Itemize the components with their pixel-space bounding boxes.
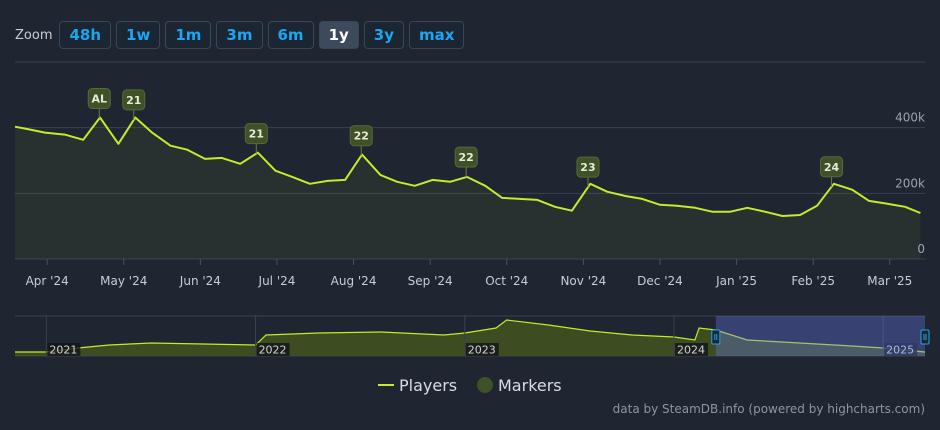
- x-tick-label: Feb '25: [791, 274, 835, 288]
- x-tick-label: Dec '24: [637, 274, 683, 288]
- handle-body: [920, 329, 930, 345]
- legend-label: Players: [399, 376, 457, 395]
- marker-box: [87, 88, 111, 110]
- marker-flag: 21: [244, 123, 268, 154]
- marker-flag: 22: [349, 125, 373, 156]
- zoom-label: Zoom: [15, 27, 53, 43]
- navigator-handle[interactable]: [920, 329, 930, 345]
- navigator-tick-label: 2025: [886, 344, 914, 357]
- marker-label: 22: [354, 130, 369, 143]
- x-tick-label: May '24: [100, 274, 147, 288]
- x-tick-label: Jan '25: [715, 274, 757, 288]
- y-tick-label: 0: [917, 242, 925, 256]
- marker-box: [820, 156, 844, 178]
- marker-flag: 23: [576, 156, 600, 188]
- y-tick-label: 400k: [895, 111, 925, 125]
- marker-label: 24: [824, 161, 840, 174]
- navigator-handle[interactable]: [711, 329, 721, 345]
- navigator-label-bg: [47, 343, 81, 356]
- marker-flag: 24: [820, 156, 844, 187]
- marker-box: [244, 123, 268, 145]
- marker-label: 21: [126, 94, 141, 107]
- legend-swatch: [477, 377, 493, 393]
- credit: data by SteamDB.info (powered by highcha…: [613, 402, 925, 416]
- x-tick-label: Apr '24: [26, 274, 69, 288]
- x-tick-label: Jun '24: [179, 274, 221, 288]
- navigator-tick-label: 2024: [677, 344, 705, 357]
- navigator-tick-label: 2022: [259, 344, 287, 357]
- navigator-tick-label: 2023: [468, 344, 496, 357]
- zoom-button[interactable]: 3y: [363, 21, 405, 49]
- zoom-button[interactable]: max: [409, 21, 465, 49]
- zoom-button[interactable]: 1w: [116, 21, 161, 49]
- navigator-label-bg: [465, 343, 499, 356]
- marker-box: [349, 125, 373, 147]
- marker-label: AL: [91, 93, 107, 106]
- zoom-button[interactable]: 3m: [216, 21, 263, 49]
- navigator-tick-label: 2021: [49, 344, 77, 357]
- marker-box: [576, 156, 600, 178]
- zoom-bar: Zoom 48h 1w 1m 3m 6m 1y 3y max: [15, 21, 465, 49]
- navigator-label-bg: [884, 343, 918, 356]
- x-tick-label: Nov '24: [560, 274, 606, 288]
- x-tick-label: Sep '24: [408, 274, 453, 288]
- x-tick-label: Oct '24: [485, 274, 528, 288]
- x-tick-label: Jul '24: [258, 274, 296, 288]
- navigator-selection: [715, 316, 925, 356]
- zoom-button[interactable]: 6m: [267, 21, 314, 49]
- marker-box: [454, 146, 478, 168]
- marker-box: [122, 89, 146, 111]
- marker-label: 21: [249, 128, 264, 141]
- legend-label: Markers: [498, 376, 562, 395]
- area-fill: [15, 117, 921, 259]
- navigator-label-bg: [674, 343, 708, 356]
- legend-item[interactable]: Players: [378, 376, 457, 395]
- marker-flag: 22: [454, 146, 478, 178]
- handle-body: [711, 329, 721, 345]
- y-tick-label: 200k: [895, 176, 925, 190]
- navigator-line: [15, 319, 926, 353]
- x-tick-label: Aug '24: [331, 274, 377, 288]
- series-line: [14, 116, 921, 217]
- marker-label: 22: [459, 151, 474, 164]
- navigator-label-bg: [256, 343, 290, 356]
- zoom-button[interactable]: 1m: [165, 21, 212, 49]
- zoom-button[interactable]: 1y: [318, 21, 359, 49]
- zoom-button[interactable]: 48h: [59, 21, 112, 49]
- marker-flag: AL: [87, 88, 111, 119]
- marker-flag: 21: [122, 89, 146, 120]
- marker-label: 23: [580, 161, 595, 174]
- x-tick-label: Mar '25: [867, 274, 912, 288]
- legend-item[interactable]: Markers: [477, 376, 562, 395]
